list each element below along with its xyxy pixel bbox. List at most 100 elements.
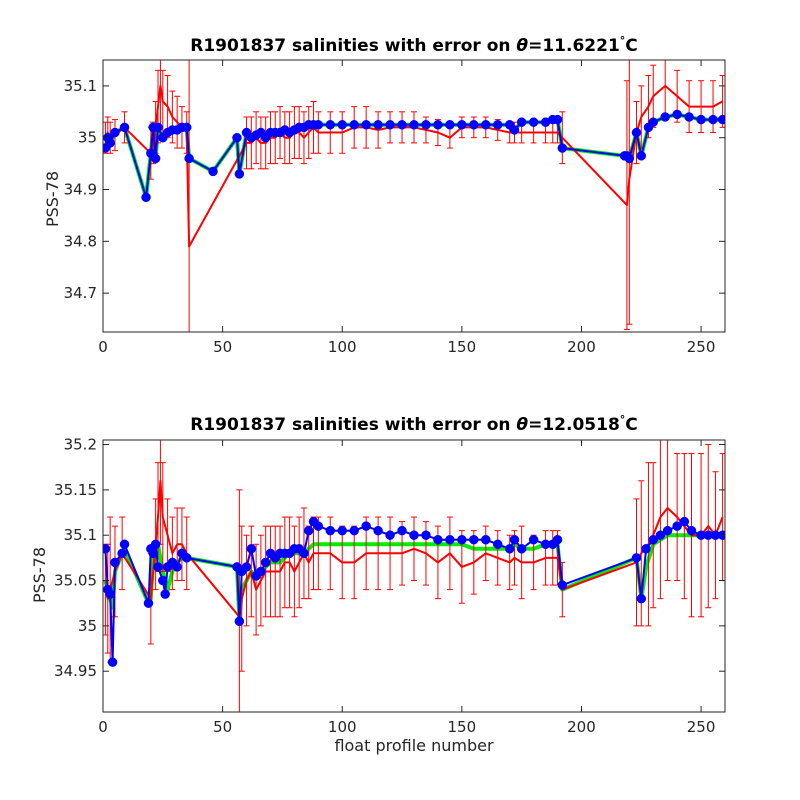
plot-background (103, 60, 725, 332)
float-salinity-point (148, 548, 158, 559)
float-salinity-point (481, 120, 491, 130)
float-salinity-point (552, 114, 563, 125)
y-axis-label-bottom: PSS-78 (30, 547, 49, 603)
plot-area-bottom: 0 50 100 150 200 250 34.95 35 35.05 35.1 35.15 35.2 (54, 436, 726, 736)
float-salinity-point (158, 575, 168, 586)
float-salinity-point (241, 562, 252, 572)
float-salinity-point (313, 120, 324, 130)
y-tick-label: 34.7 (64, 284, 97, 302)
float-salinity-point (672, 521, 682, 531)
float-salinity-point (184, 153, 194, 164)
x-tick-label: 150 (448, 718, 477, 736)
float-salinity-point (397, 525, 407, 536)
float-salinity-point (662, 525, 673, 536)
axes-box (102, 59, 726, 333)
float-salinity-point (636, 151, 647, 161)
float-salinity-point (421, 530, 431, 540)
float-salinity-point (299, 548, 309, 559)
float-salinity-point (684, 112, 694, 122)
float-salinity-point (260, 557, 271, 568)
float-salinity-point (150, 153, 161, 164)
float-salinity-point (234, 169, 245, 179)
float-salinity-point (110, 127, 120, 138)
float-salinity-point (313, 521, 324, 531)
float-salinity-point (492, 120, 503, 130)
float-salinity-point (433, 120, 443, 130)
float-salinity-point (325, 120, 336, 130)
float-salinity-point (103, 544, 111, 554)
chart-title-bottom: R1901837 salinities with error on θ=12.0… (190, 413, 638, 435)
float-salinity-point (141, 192, 151, 203)
float-salinity-point (349, 120, 359, 130)
float-salinity-point (631, 127, 642, 138)
float-salinity-point (373, 120, 383, 130)
float-salinity-point (655, 530, 666, 540)
float-salinity-point (660, 112, 670, 122)
x-axis-label: float profile number (334, 736, 494, 755)
float-salinity-point (373, 525, 383, 536)
float-salinity-point (143, 598, 154, 608)
x-tick-label: 0 (98, 338, 108, 356)
float-salinity-point (119, 539, 130, 550)
float-salinity-point (110, 557, 120, 568)
x-tick-label: 250 (687, 718, 716, 736)
float-salinity-point (337, 120, 347, 130)
float-salinity-point (172, 562, 182, 572)
float-salinity-point (119, 122, 130, 133)
y-tick-label: 35.2 (64, 436, 97, 454)
float-salinity-point (150, 539, 161, 550)
y-tick-label: 35 (78, 129, 97, 147)
y-axis-label-top: PSS-78 (43, 171, 62, 227)
float-salinity-point (256, 566, 266, 577)
float-salinity-point (469, 534, 479, 545)
float-salinity-point (528, 534, 539, 545)
y-tick-label: 35.15 (54, 481, 97, 499)
float-salinity-point (648, 534, 658, 545)
float-salinity-point (337, 525, 347, 536)
float-salinity-point (105, 589, 115, 599)
float-salinity-point (552, 534, 563, 545)
float-salinity-point (181, 553, 192, 563)
y-tick-label: 35.1 (64, 77, 97, 95)
float-salinity-point (107, 657, 118, 667)
float-salinity-point (509, 534, 520, 545)
y-tick-label: 35.05 (54, 572, 97, 590)
x-tick-label: 200 (567, 718, 596, 736)
plot-area-top: 0 50 100 150 200 250 34.7 34.8 34.9 35 35.1 (64, 59, 726, 356)
x-tick-label: 100 (328, 718, 357, 736)
x-tick-label: 50 (213, 718, 232, 736)
float-salinity-point (246, 544, 257, 554)
float-salinity-point (385, 530, 395, 540)
float-salinity-point (708, 114, 718, 125)
float-salinity-point (325, 525, 336, 536)
float-salinity-point (117, 548, 127, 559)
float-salinity-point (504, 544, 515, 554)
data-layer (103, 440, 725, 712)
float-salinity-point (105, 138, 115, 148)
panel-bottom: R1901837 salinities with error on θ=12.0… (30, 413, 726, 755)
float-salinity-point (457, 534, 467, 545)
float-salinity-point (457, 120, 467, 130)
y-tick-label: 35 (78, 617, 97, 635)
float-salinity-point (234, 616, 245, 627)
float-salinity-point (153, 122, 163, 133)
float-salinity-point (445, 120, 455, 130)
float-salinity-point (516, 117, 527, 127)
panel-top: R1901837 salinities with error on θ=11.6… (43, 34, 726, 356)
float-salinity-point (232, 132, 242, 143)
float-salinity-point (686, 525, 697, 536)
float-salinity-point (361, 120, 371, 130)
float-salinity-point (153, 562, 163, 572)
y-tick-label: 34.8 (64, 232, 97, 250)
float-salinity-point (648, 117, 658, 127)
float-salinity-point (445, 534, 455, 545)
float-salinity-point (717, 114, 725, 125)
float-salinity-point (679, 516, 690, 527)
float-salinity-point (528, 117, 539, 127)
float-salinity-point (303, 525, 314, 536)
x-tick-label: 200 (567, 338, 596, 356)
float-salinity-point (557, 143, 568, 153)
float-salinity-point (421, 120, 431, 130)
float-salinity-point (397, 120, 407, 130)
